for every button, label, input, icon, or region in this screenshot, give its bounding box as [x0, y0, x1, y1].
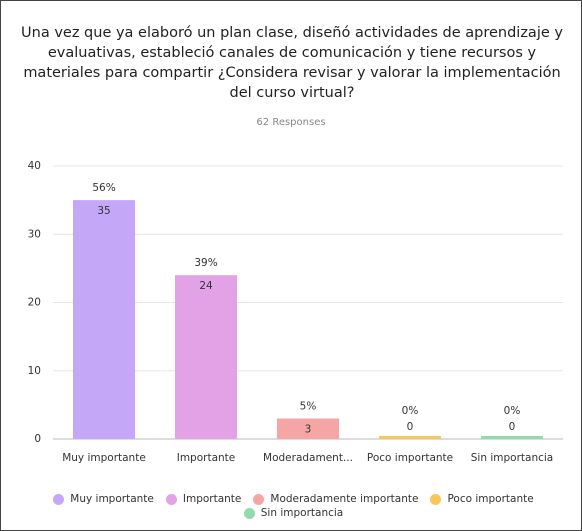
- legend-swatch: [53, 493, 65, 505]
- bar-percent-label: 0%: [504, 405, 521, 417]
- y-tick-label: 20: [28, 297, 41, 309]
- y-tick-label: 0: [34, 433, 41, 445]
- legend-label: Muy importante: [70, 493, 154, 505]
- legend: Muy importante Importante Moderadamente im…: [21, 493, 566, 519]
- bar-value-label: 24: [199, 280, 213, 292]
- legend-swatch: [243, 507, 255, 519]
- bar-percent-label: 39%: [194, 257, 217, 269]
- x-tick-label: Moderadament...: [263, 452, 353, 464]
- y-tick-label: 10: [28, 365, 41, 377]
- bar-value-label: 0: [407, 421, 414, 433]
- bar-value-label: 3: [305, 424, 312, 436]
- chart-title: Una vez que ya elaboró un plan clase, di…: [21, 25, 563, 101]
- chart-subtitle: 62 Responses: [256, 117, 326, 128]
- legend-item: Importante: [165, 493, 242, 505]
- legend-label: Importante: [182, 493, 242, 505]
- legend-swatch: [165, 493, 177, 505]
- bar-percent-label: 5%: [300, 401, 317, 413]
- y-tick-label: 30: [28, 228, 41, 240]
- legend-label: Moderadamente importante: [270, 493, 419, 505]
- bar-percent-label: 56%: [92, 182, 115, 194]
- bar: [481, 436, 543, 439]
- x-tick-label: Muy importante: [62, 452, 146, 464]
- bar: [277, 418, 339, 439]
- x-tick-label: Importante: [177, 452, 236, 464]
- bar-value-label: 35: [97, 205, 110, 217]
- bar: [175, 275, 237, 439]
- legend-item: Muy importante: [53, 493, 154, 505]
- y-tick-label: 40: [28, 160, 41, 172]
- legend-item: Sin importancia: [243, 507, 344, 519]
- bar: [73, 200, 135, 439]
- legend-item: Poco importante: [430, 493, 534, 505]
- legend-label: Poco importante: [447, 493, 534, 505]
- x-tick-label: Poco importante: [367, 452, 453, 464]
- x-tick-label: Sin importancia: [471, 452, 553, 464]
- legend-item: Moderadamente importante: [253, 493, 418, 505]
- legend-label: Sin importancia: [260, 507, 344, 519]
- legend-swatch: [253, 493, 265, 505]
- legend-swatch: [430, 493, 442, 505]
- bar-value-label: 0: [509, 421, 516, 433]
- bar: [379, 436, 441, 439]
- bar-percent-label: 0%: [402, 405, 419, 417]
